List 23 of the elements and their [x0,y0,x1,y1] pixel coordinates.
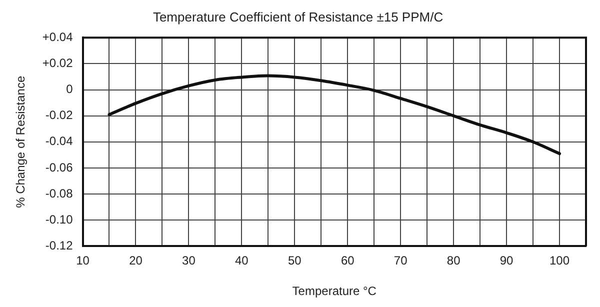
y-tick-label: +0.02 [42,56,74,70]
y-axis-title: % Change of Resistance [14,76,28,208]
y-tick-label: -0.06 [45,160,74,174]
y-tick-label: +0.04 [42,30,74,44]
line-series [108,74,562,156]
x-axis-title: Temperature °C [292,284,377,298]
chart-title: Temperature Coefficient of Resistance ±15 PPM/C [152,9,444,24]
y-tick-label: -0.02 [45,108,74,122]
y-tick-label: -0.04 [45,134,74,148]
y-tick-label: -0.12 [45,238,74,253]
x-tick-label: 80 [446,254,461,268]
y-tick-label: -0.08 [45,186,74,200]
x-tick-label: 90 [500,254,514,268]
x-tick-label: 60 [340,254,355,268]
y-tick-label: -0.10 [45,212,74,226]
y-tick-label: 0 [66,82,74,96]
x-tick-label: 40 [235,254,249,268]
x-tick-label: 50 [288,254,302,268]
x-tick-label: 30 [182,254,196,268]
x-tick-label: 70 [394,254,408,268]
x-tick-label: 10 [76,254,90,268]
x-tick-label: 20 [129,254,143,268]
x-tick-label: 100 [550,254,570,268]
